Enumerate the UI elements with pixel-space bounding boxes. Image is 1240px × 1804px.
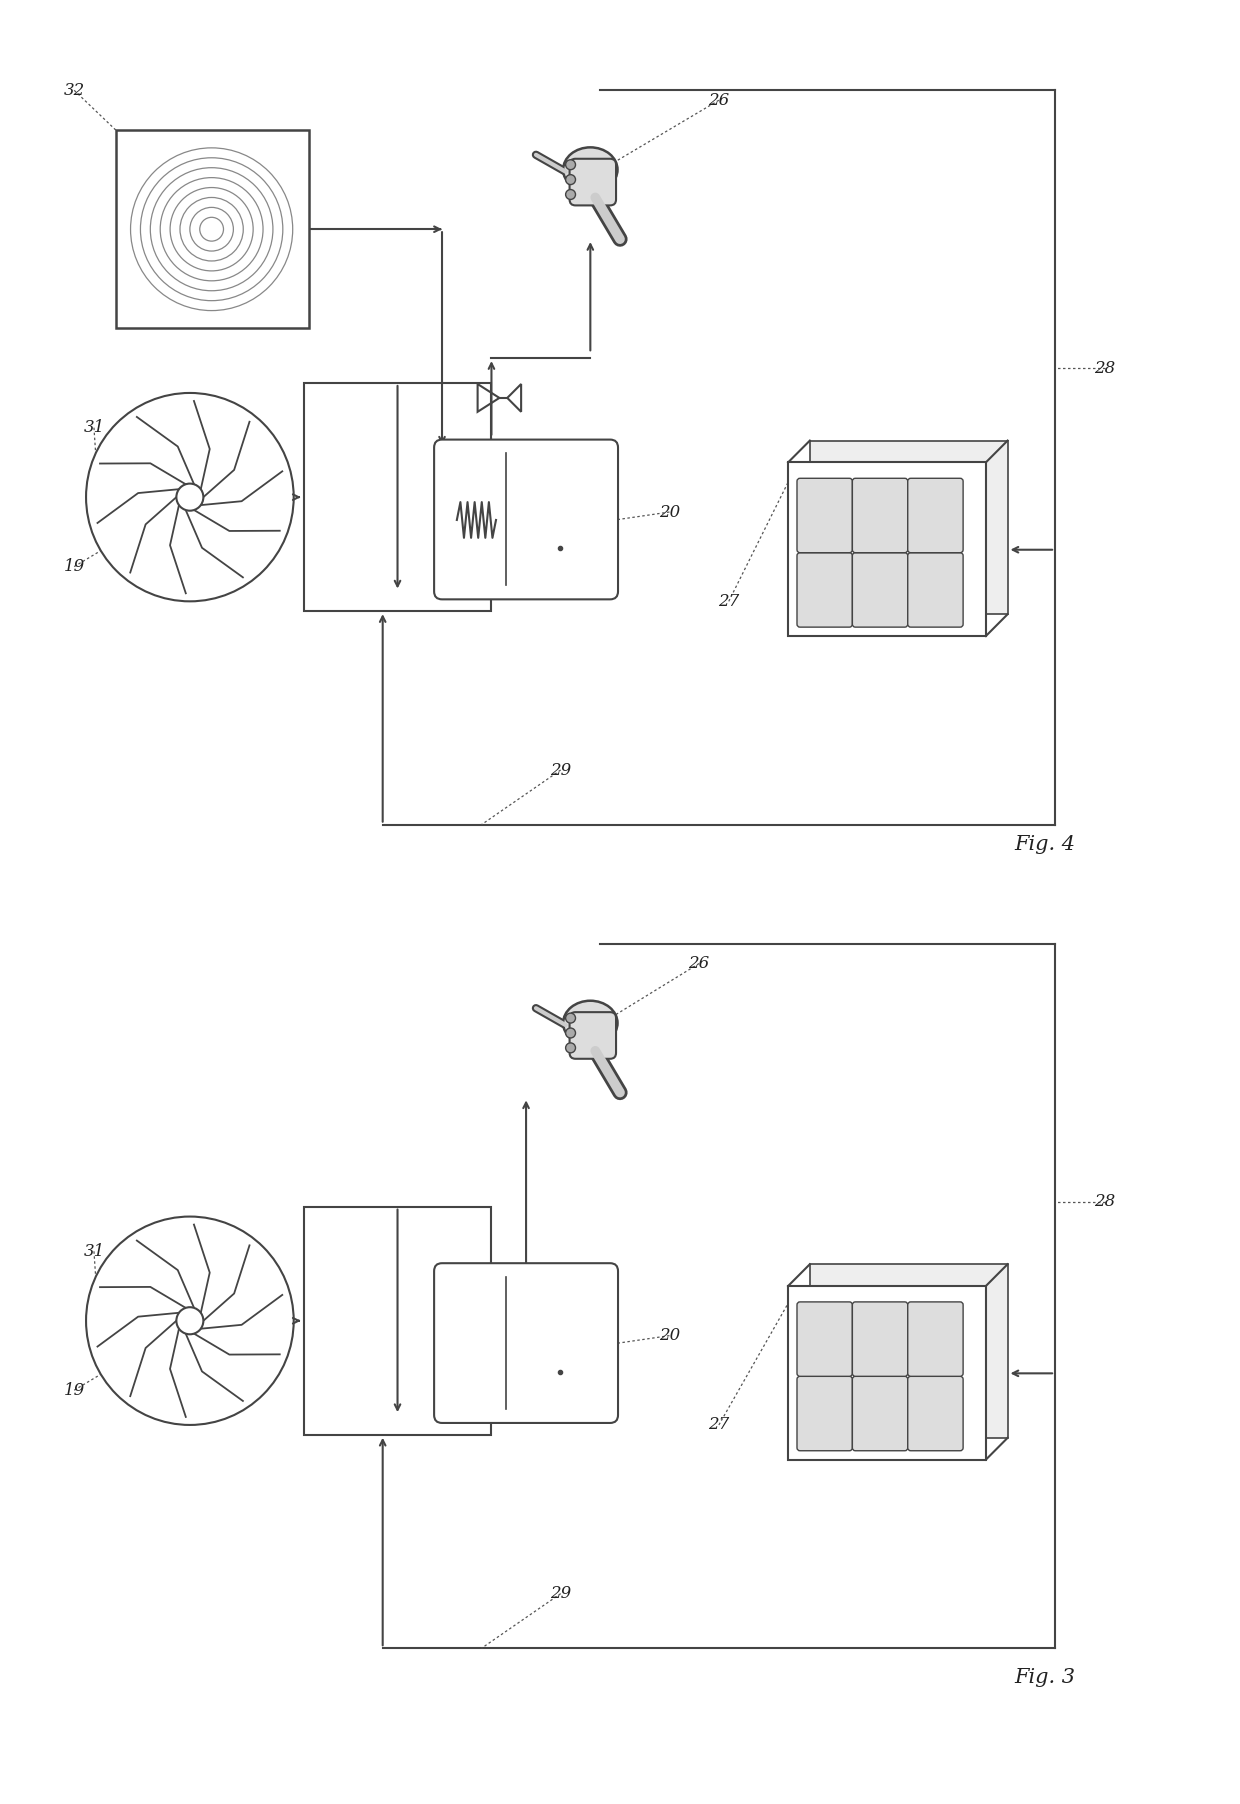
FancyBboxPatch shape bbox=[797, 1302, 852, 1376]
FancyBboxPatch shape bbox=[908, 552, 963, 628]
FancyBboxPatch shape bbox=[908, 478, 963, 552]
Ellipse shape bbox=[563, 148, 618, 191]
FancyBboxPatch shape bbox=[908, 1376, 963, 1450]
Circle shape bbox=[565, 1014, 575, 1023]
Text: 20: 20 bbox=[658, 1328, 680, 1344]
Circle shape bbox=[565, 175, 575, 184]
FancyBboxPatch shape bbox=[797, 1376, 852, 1450]
Text: 29: 29 bbox=[551, 761, 572, 779]
Bar bbox=[304, 1207, 491, 1434]
Text: Fig. 3: Fig. 3 bbox=[1014, 1669, 1075, 1687]
Text: 26: 26 bbox=[688, 954, 709, 972]
Circle shape bbox=[86, 1216, 294, 1425]
FancyBboxPatch shape bbox=[797, 552, 852, 628]
FancyBboxPatch shape bbox=[852, 552, 908, 628]
FancyBboxPatch shape bbox=[434, 440, 618, 599]
Bar bbox=[810, 440, 1008, 613]
FancyBboxPatch shape bbox=[569, 159, 616, 206]
Text: 32: 32 bbox=[63, 81, 84, 99]
Text: 26: 26 bbox=[708, 92, 729, 108]
Bar bbox=[115, 130, 309, 328]
Circle shape bbox=[176, 1308, 203, 1335]
Text: 29: 29 bbox=[551, 1586, 572, 1602]
Text: 28: 28 bbox=[1094, 359, 1115, 377]
Bar bbox=[789, 462, 986, 637]
Text: 28: 28 bbox=[1094, 1192, 1115, 1210]
FancyBboxPatch shape bbox=[852, 1302, 908, 1376]
Text: 27: 27 bbox=[718, 594, 739, 610]
Bar bbox=[810, 1265, 1008, 1438]
Text: 30: 30 bbox=[521, 518, 542, 536]
Circle shape bbox=[565, 1028, 575, 1037]
Circle shape bbox=[565, 1043, 575, 1054]
Text: 19: 19 bbox=[63, 557, 84, 575]
FancyBboxPatch shape bbox=[569, 1012, 616, 1059]
FancyBboxPatch shape bbox=[852, 1376, 908, 1450]
Text: 19: 19 bbox=[63, 1382, 84, 1398]
FancyBboxPatch shape bbox=[434, 1263, 618, 1423]
Bar bbox=[789, 1286, 986, 1459]
Text: 30: 30 bbox=[521, 1342, 542, 1358]
FancyBboxPatch shape bbox=[852, 478, 908, 552]
Text: 31: 31 bbox=[83, 419, 104, 437]
Bar bbox=[304, 382, 491, 612]
Text: 31: 31 bbox=[83, 1243, 104, 1259]
Text: 20: 20 bbox=[658, 503, 680, 521]
Circle shape bbox=[565, 161, 575, 170]
FancyBboxPatch shape bbox=[797, 478, 852, 552]
Ellipse shape bbox=[563, 1001, 618, 1045]
Text: Fig. 4: Fig. 4 bbox=[1014, 835, 1075, 853]
Circle shape bbox=[176, 483, 203, 511]
FancyBboxPatch shape bbox=[908, 1302, 963, 1376]
Text: 27: 27 bbox=[708, 1416, 729, 1434]
Circle shape bbox=[86, 393, 294, 601]
Circle shape bbox=[565, 189, 575, 200]
